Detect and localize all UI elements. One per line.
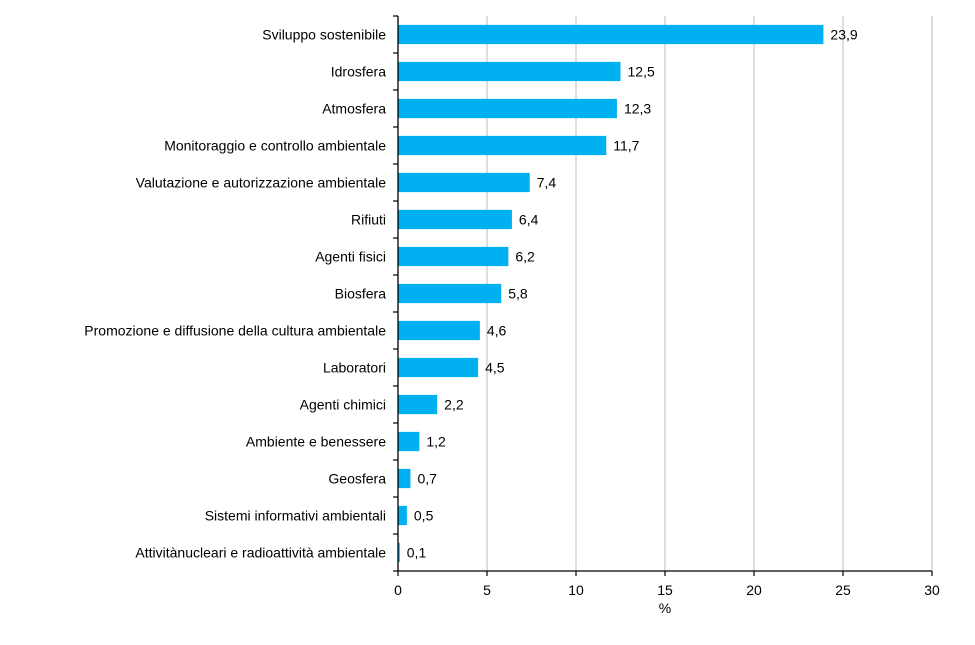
category-label: Agenti chimici [300, 397, 386, 413]
labels: 0 5 10 15 20 25 30 Sviluppo sostenibile 23,9 Idro… [84, 27, 940, 599]
category-label: Sviluppo sostenibile [262, 27, 386, 43]
data-label: 0,5 [414, 508, 434, 524]
category-label: Valutazione e autorizzazione ambientale [136, 175, 387, 191]
data-label: 12,3 [624, 101, 651, 117]
bar [398, 283, 502, 304]
data-label: 23,9 [830, 27, 857, 43]
x-tick-label: 30 [924, 582, 940, 598]
x-tick-label: 10 [568, 582, 584, 598]
bar [398, 542, 400, 563]
data-label: 7,4 [537, 175, 557, 191]
data-label: 5,8 [508, 286, 528, 302]
bar [398, 357, 479, 378]
category-label: Laboratori [323, 360, 386, 376]
category-label: Agenti fisici [315, 249, 386, 265]
bar [398, 209, 512, 230]
data-label: 4,6 [487, 323, 507, 339]
category-label: Attivitànucleari e radioattività ambient… [135, 545, 386, 561]
category-label: Monitoraggio e controllo ambientale [164, 138, 386, 154]
category-label: Atmosfera [322, 101, 386, 117]
category-label: Rifiuti [351, 212, 386, 228]
bar [398, 98, 617, 119]
x-tick-label: 20 [746, 582, 762, 598]
ticks [393, 15, 933, 576]
data-label: 11,7 [613, 138, 639, 154]
x-tick-label: 5 [483, 582, 491, 598]
bar [398, 61, 621, 82]
x-tick-label: 15 [657, 582, 673, 598]
bar [398, 394, 438, 415]
data-label: 12,5 [628, 64, 655, 80]
category-label: Idrosfera [331, 64, 386, 80]
x-tick-label: 0 [394, 582, 402, 598]
data-label: 6,4 [519, 212, 539, 228]
x-axis-title: % [659, 600, 671, 616]
bars [398, 24, 824, 563]
bar [398, 246, 509, 267]
bar [398, 24, 824, 45]
data-label: 2,2 [444, 397, 464, 413]
category-label: Sistemi informativi ambientali [205, 508, 386, 524]
x-tick-label: 25 [835, 582, 851, 598]
bar [398, 135, 607, 156]
bar [398, 431, 420, 452]
category-label: Geosfera [328, 471, 386, 487]
bar [398, 320, 480, 341]
data-label: 0,1 [407, 545, 427, 561]
bar [398, 468, 411, 489]
bar [398, 505, 407, 526]
category-label: Promozione e diffusione della cultura am… [84, 323, 386, 339]
category-label: Biosfera [335, 286, 387, 302]
data-label: 0,7 [417, 471, 437, 487]
data-label: 4,5 [485, 360, 505, 376]
data-label: 1,2 [426, 434, 446, 450]
category-label: Ambiente e benessere [246, 434, 386, 450]
data-label: 6,2 [515, 249, 535, 265]
bar [398, 172, 530, 193]
